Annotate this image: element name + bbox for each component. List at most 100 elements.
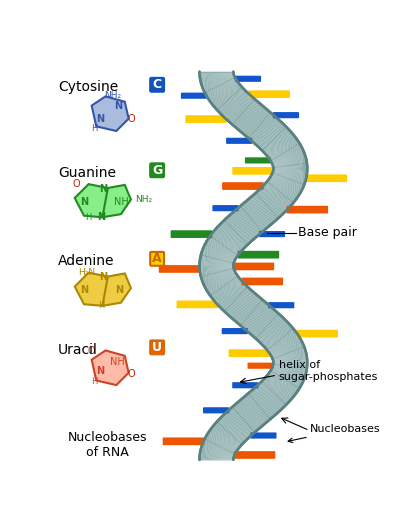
- Polygon shape: [228, 216, 252, 242]
- Polygon shape: [201, 268, 234, 278]
- Polygon shape: [227, 411, 251, 437]
- Polygon shape: [273, 366, 305, 376]
- FancyBboxPatch shape: [259, 231, 285, 237]
- Polygon shape: [230, 408, 253, 434]
- Polygon shape: [201, 74, 234, 84]
- Polygon shape: [224, 287, 248, 312]
- Polygon shape: [273, 171, 306, 182]
- Polygon shape: [203, 270, 234, 285]
- Polygon shape: [201, 448, 234, 457]
- Polygon shape: [251, 308, 273, 335]
- Polygon shape: [226, 218, 249, 243]
- Polygon shape: [271, 369, 301, 387]
- Polygon shape: [272, 173, 304, 187]
- FancyBboxPatch shape: [150, 340, 164, 354]
- Polygon shape: [263, 321, 288, 346]
- Polygon shape: [204, 76, 234, 91]
- Polygon shape: [202, 75, 234, 87]
- Text: N: N: [115, 101, 123, 111]
- Polygon shape: [235, 295, 258, 322]
- Polygon shape: [233, 100, 256, 126]
- Polygon shape: [212, 278, 239, 299]
- Polygon shape: [235, 404, 258, 431]
- Polygon shape: [273, 171, 306, 179]
- Polygon shape: [269, 140, 298, 160]
- Polygon shape: [217, 227, 243, 250]
- Polygon shape: [233, 212, 256, 238]
- Polygon shape: [269, 137, 296, 158]
- Polygon shape: [224, 219, 248, 245]
- Polygon shape: [200, 266, 233, 267]
- Polygon shape: [254, 118, 277, 143]
- FancyBboxPatch shape: [232, 262, 274, 270]
- Polygon shape: [243, 301, 266, 328]
- Polygon shape: [265, 131, 291, 154]
- Polygon shape: [267, 135, 294, 157]
- Polygon shape: [273, 170, 307, 174]
- Polygon shape: [213, 231, 240, 253]
- Polygon shape: [208, 80, 237, 99]
- Polygon shape: [200, 264, 233, 266]
- Polygon shape: [241, 106, 264, 133]
- Polygon shape: [205, 78, 235, 95]
- Polygon shape: [273, 169, 307, 171]
- Polygon shape: [214, 279, 240, 301]
- Polygon shape: [208, 239, 237, 258]
- Polygon shape: [244, 109, 266, 135]
- Polygon shape: [237, 297, 260, 324]
- Polygon shape: [222, 285, 246, 309]
- Polygon shape: [270, 371, 299, 390]
- Polygon shape: [206, 272, 236, 290]
- Polygon shape: [273, 351, 306, 360]
- Polygon shape: [264, 130, 290, 154]
- Text: O: O: [128, 114, 136, 124]
- Polygon shape: [227, 95, 251, 121]
- FancyBboxPatch shape: [159, 265, 200, 273]
- Polygon shape: [237, 297, 259, 323]
- Polygon shape: [228, 95, 251, 121]
- Polygon shape: [269, 373, 296, 394]
- Polygon shape: [272, 367, 303, 382]
- Polygon shape: [249, 392, 272, 418]
- Polygon shape: [266, 327, 292, 349]
- Polygon shape: [252, 115, 275, 142]
- Polygon shape: [247, 200, 269, 227]
- Polygon shape: [273, 363, 307, 364]
- Polygon shape: [257, 191, 280, 217]
- Polygon shape: [246, 201, 269, 227]
- Polygon shape: [240, 206, 262, 232]
- FancyBboxPatch shape: [181, 93, 207, 99]
- Polygon shape: [226, 412, 249, 438]
- Polygon shape: [268, 180, 296, 201]
- Polygon shape: [205, 437, 235, 454]
- Polygon shape: [273, 350, 306, 360]
- Polygon shape: [201, 74, 234, 83]
- Polygon shape: [245, 202, 267, 229]
- Polygon shape: [226, 288, 249, 314]
- Polygon shape: [272, 367, 304, 381]
- Polygon shape: [251, 197, 273, 223]
- Polygon shape: [206, 79, 236, 96]
- Polygon shape: [236, 404, 258, 430]
- Polygon shape: [267, 328, 294, 350]
- Polygon shape: [222, 91, 246, 115]
- Polygon shape: [227, 217, 250, 243]
- Polygon shape: [210, 236, 238, 256]
- Polygon shape: [262, 380, 287, 405]
- Polygon shape: [226, 94, 249, 119]
- FancyBboxPatch shape: [171, 230, 212, 238]
- Polygon shape: [241, 205, 263, 232]
- Polygon shape: [217, 87, 242, 111]
- Polygon shape: [221, 417, 245, 441]
- Polygon shape: [200, 268, 234, 277]
- Polygon shape: [201, 253, 234, 263]
- Polygon shape: [260, 188, 285, 213]
- Polygon shape: [243, 397, 266, 424]
- FancyBboxPatch shape: [305, 174, 347, 182]
- Polygon shape: [211, 428, 239, 449]
- Polygon shape: [221, 284, 245, 308]
- Polygon shape: [262, 321, 287, 345]
- FancyBboxPatch shape: [241, 278, 283, 285]
- Polygon shape: [247, 306, 270, 332]
- Polygon shape: [234, 210, 257, 237]
